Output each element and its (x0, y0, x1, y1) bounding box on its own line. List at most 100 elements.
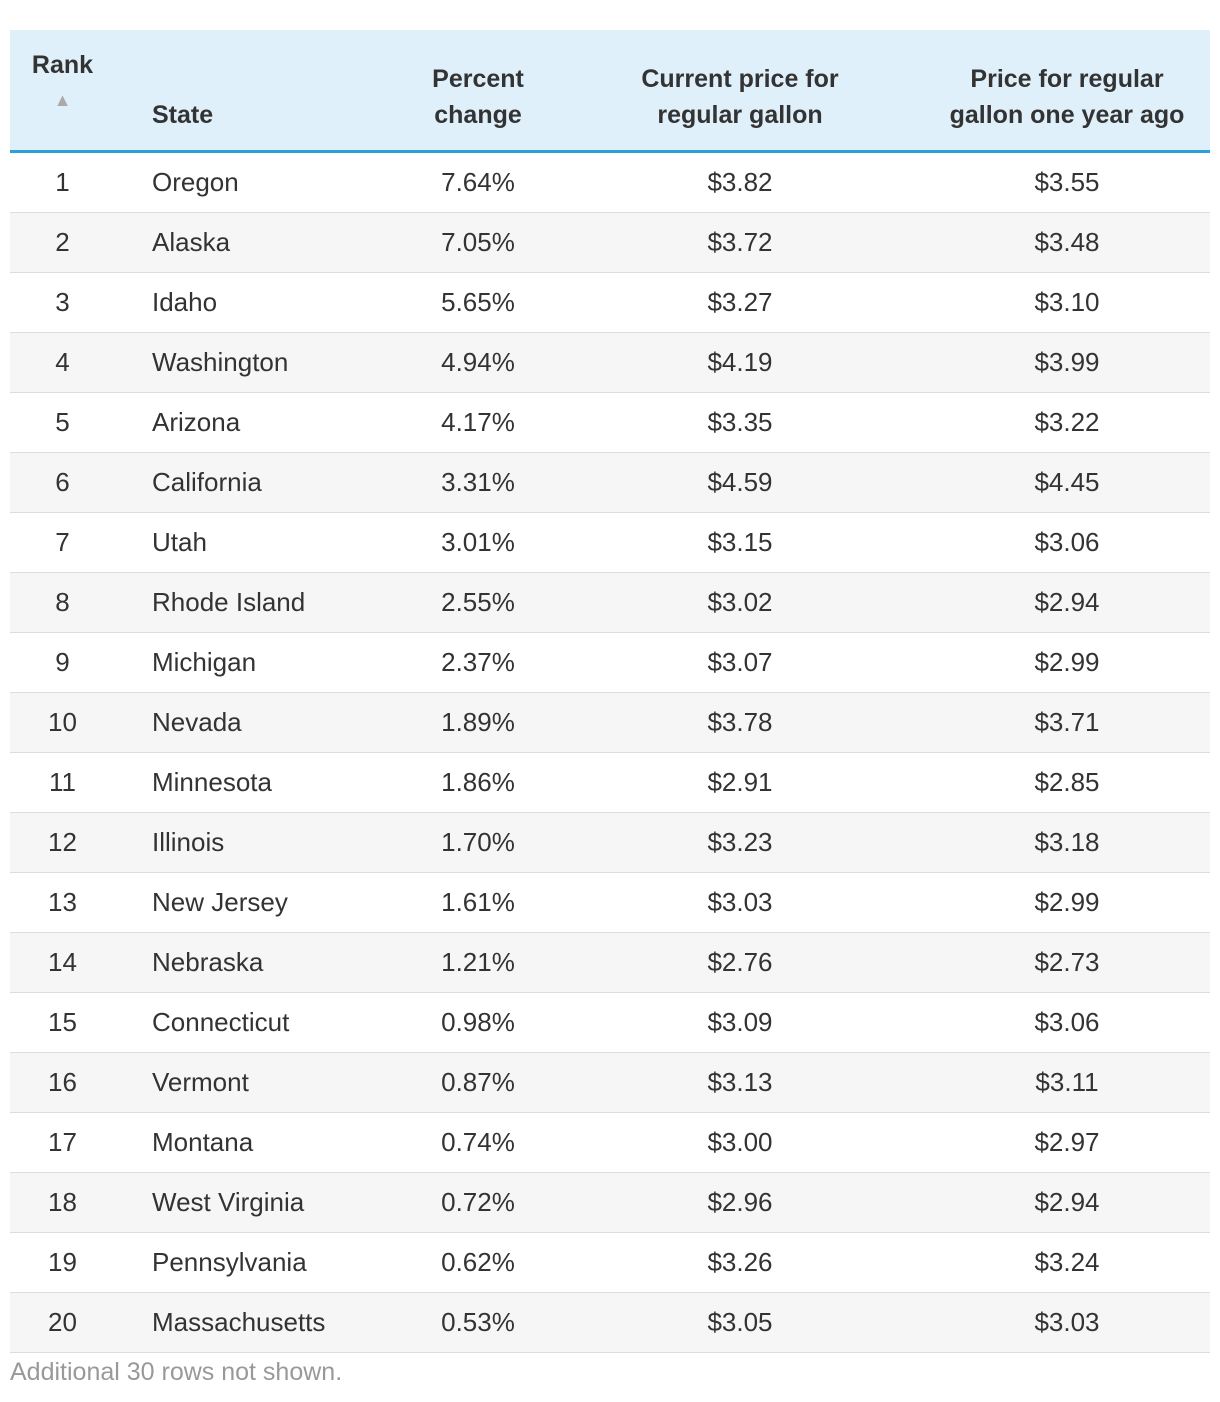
header-cell[interactable]: State (115, 30, 400, 153)
table-row: 17 Montana 0.74% $3.00 $2.97 (10, 1112, 1210, 1173)
state-cell: Nebraska (115, 932, 400, 993)
state-cell: Utah (115, 512, 400, 573)
table-row: 19 Pennsylvania 0.62% $3.26 $3.24 (10, 1232, 1210, 1293)
sort-arrow: ▲ (53, 90, 72, 110)
percent-cell: 4.17% (400, 392, 556, 453)
header-cell[interactable]: Percent change (400, 30, 556, 153)
past-price-cell: $2.94 (924, 1172, 1210, 1233)
current-price-cell: $3.23 (556, 812, 924, 873)
percent-cell: 7.64% (400, 151, 556, 213)
past-price-cell: $3.24 (924, 1232, 1210, 1293)
past-price-cell: $3.03 (924, 1292, 1210, 1353)
table-row: 11 Minnesota 1.86% $2.91 $2.85 (10, 752, 1210, 813)
header-text: Current price for regular gallon (641, 65, 839, 129)
rank-cell: 3 (10, 272, 115, 333)
table-row: 7 Utah 3.01% $3.15 $3.06 (10, 512, 1210, 573)
percent-cell: 4.94% (400, 332, 556, 393)
state-cell: Michigan (115, 632, 400, 693)
table-row: 2 Alaska 7.05% $3.72 $3.48 (10, 212, 1210, 273)
percent-cell: 2.37% (400, 632, 556, 693)
header-cell[interactable]: Rank ▲ (10, 30, 115, 153)
state-cell: Rhode Island (115, 572, 400, 633)
rank-cell: 10 (10, 692, 115, 753)
table-row: 16 Vermont 0.87% $3.13 $3.11 (10, 1052, 1210, 1113)
percent-cell: 1.86% (400, 752, 556, 813)
current-price-cell: $2.96 (556, 1172, 924, 1233)
past-price-cell: $2.99 (924, 632, 1210, 693)
state-cell: Oregon (115, 151, 400, 213)
past-price-cell: $3.18 (924, 812, 1210, 873)
current-price-cell: $3.15 (556, 512, 924, 573)
state-cell: Massachusetts (115, 1292, 400, 1353)
past-price-cell: $4.45 (924, 452, 1210, 513)
rank-cell: 1 (10, 151, 115, 213)
percent-cell: 1.61% (400, 872, 556, 933)
rank-cell: 16 (10, 1052, 115, 1113)
current-price-cell: $3.78 (556, 692, 924, 753)
percent-cell: 1.89% (400, 692, 556, 753)
table-row: 5 Arizona 4.17% $3.35 $3.22 (10, 392, 1210, 453)
table-row: 14 Nebraska 1.21% $2.76 $2.73 (10, 932, 1210, 993)
state-cell: Nevada (115, 692, 400, 753)
state-cell: Vermont (115, 1052, 400, 1113)
percent-cell: 1.21% (400, 932, 556, 993)
past-price-cell: $3.48 (924, 212, 1210, 273)
rank-cell: 14 (10, 932, 115, 993)
table-row: 13 New Jersey 1.61% $3.03 $2.99 (10, 872, 1210, 933)
rank-cell: 13 (10, 872, 115, 933)
past-price-cell: $3.11 (924, 1052, 1210, 1113)
current-price-cell: $3.13 (556, 1052, 924, 1113)
rank-cell: 12 (10, 812, 115, 873)
percent-cell: 2.55% (400, 572, 556, 633)
current-price-cell: $3.00 (556, 1112, 924, 1173)
header-text: Percent change (432, 65, 524, 129)
state-cell: Pennsylvania (115, 1232, 400, 1293)
table-row: 15 Connecticut 0.98% $3.09 $3.06 (10, 992, 1210, 1053)
header-cell[interactable]: Current price for regular gallon (556, 30, 924, 153)
percent-cell: 1.70% (400, 812, 556, 873)
table-row: 3 Idaho 5.65% $3.27 $3.10 (10, 272, 1210, 333)
percent-cell: 5.65% (400, 272, 556, 333)
percent-cell: 0.72% (400, 1172, 556, 1233)
header-cell[interactable]: Price for regular gallon one year ago (924, 30, 1210, 153)
percent-cell: 3.01% (400, 512, 556, 573)
current-price-cell: $3.07 (556, 632, 924, 693)
state-cell: New Jersey (115, 872, 400, 933)
footnote: Additional 30 rows not shown. (10, 1358, 343, 1386)
past-price-cell: $3.55 (924, 151, 1210, 213)
rank-cell: 8 (10, 572, 115, 633)
current-price-cell: $3.72 (556, 212, 924, 273)
state-cell: Idaho (115, 272, 400, 333)
current-price-cell: $3.27 (556, 272, 924, 333)
past-price-cell: $2.97 (924, 1112, 1210, 1173)
table-row: 20 Massachusetts 0.53% $3.05 $3.03 (10, 1292, 1210, 1353)
rank-cell: 20 (10, 1292, 115, 1353)
percent-cell: 7.05% (400, 212, 556, 273)
past-price-cell: $2.73 (924, 932, 1210, 993)
state-cell: Alaska (115, 212, 400, 273)
percent-cell: 0.53% (400, 1292, 556, 1353)
header-row: Rank ▲ State Percent change Current price… (10, 30, 1210, 153)
percent-cell: 0.62% (400, 1232, 556, 1293)
current-price-cell: $4.19 (556, 332, 924, 393)
past-price-cell: $2.94 (924, 572, 1210, 633)
table-row: 1 Oregon 7.64% $3.82 $3.55 (10, 151, 1210, 213)
table-row: 8 Rhode Island 2.55% $3.02 $2.94 (10, 572, 1210, 633)
percent-cell: 0.74% (400, 1112, 556, 1173)
past-price-cell: $2.99 (924, 872, 1210, 933)
rank-cell: 17 (10, 1112, 115, 1173)
past-price-cell: $2.85 (924, 752, 1210, 813)
past-price-cell: $3.22 (924, 392, 1210, 453)
price-table: Rank ▲ State Percent change Current price… (10, 30, 1210, 1353)
rank-cell: 6 (10, 452, 115, 513)
percent-cell: 0.87% (400, 1052, 556, 1113)
state-cell: Arizona (115, 392, 400, 453)
rank-cell: 19 (10, 1232, 115, 1293)
current-price-cell: $3.35 (556, 392, 924, 453)
state-cell: Connecticut (115, 992, 400, 1053)
table-body: 1 Oregon 7.64% $3.82 $3.55 2 Alaska 7.05% $3.72 $… (10, 151, 1210, 1353)
header-text: Rank (31, 51, 94, 79)
state-cell: Minnesota (115, 752, 400, 813)
rank-cell: 18 (10, 1172, 115, 1233)
